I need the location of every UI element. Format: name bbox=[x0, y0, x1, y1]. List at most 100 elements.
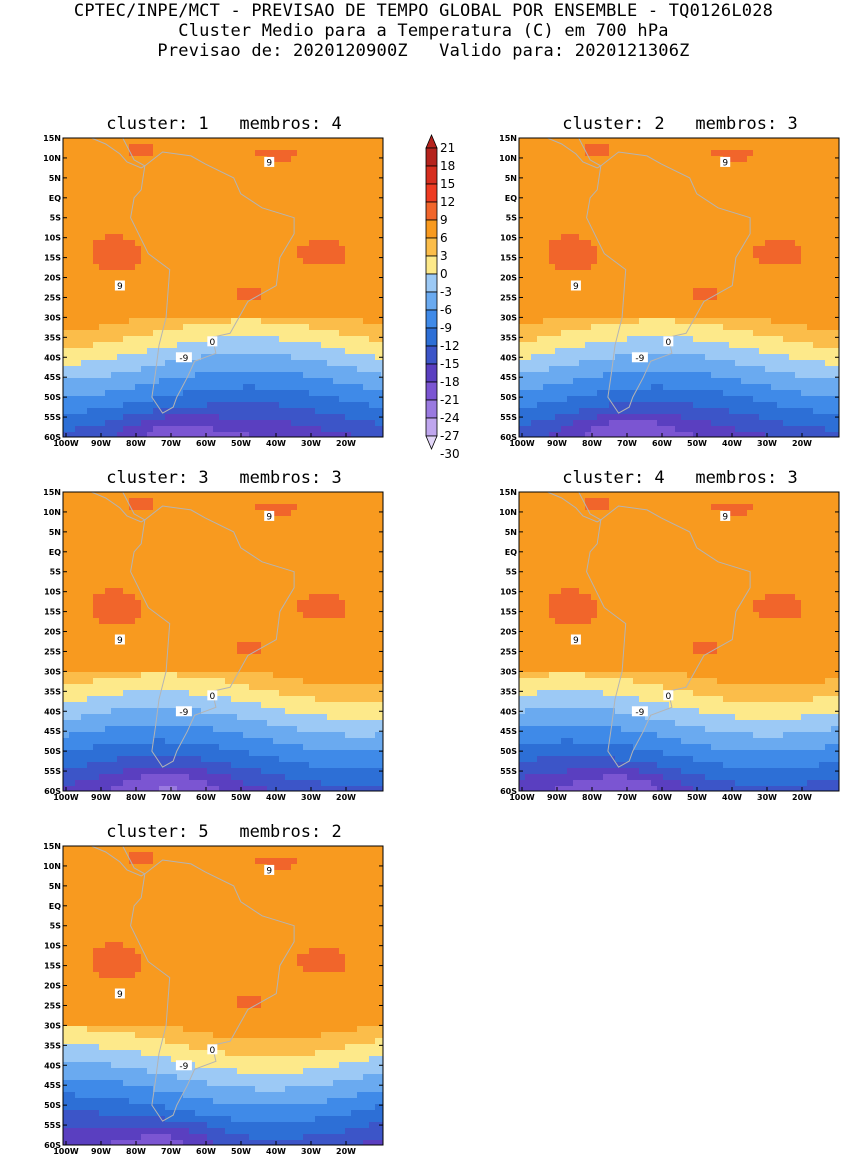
contour-label: 0 bbox=[209, 338, 215, 348]
x-tick-label: 30W bbox=[301, 1147, 321, 1156]
x-tick-label: 100W bbox=[509, 793, 535, 802]
x-tick-label: 70W bbox=[161, 1147, 181, 1156]
colorbar-bin bbox=[425, 237, 438, 257]
colorbar-bottom-arrow bbox=[425, 435, 438, 451]
colorbar-bin bbox=[425, 165, 438, 185]
y-tick-label: 25S bbox=[44, 647, 61, 656]
y-tick-label: 10N bbox=[43, 154, 61, 163]
map-panel-4: 9 9 0 -9 15N 10N 5N EQ 5S 10S 15S 20S 25S 30S 35S 40S 45… bbox=[499, 488, 840, 802]
y-tick-label: 40S bbox=[500, 353, 517, 362]
y-tick-label: 60S bbox=[500, 787, 517, 796]
y-tick-label: 45S bbox=[44, 727, 61, 736]
x-tick-label: 30W bbox=[301, 439, 321, 448]
x-tick-label: 70W bbox=[161, 439, 181, 448]
y-tick-label: 20S bbox=[44, 982, 61, 991]
colorbar-label: -18 bbox=[440, 375, 460, 389]
colorbar-label: 12 bbox=[440, 195, 455, 209]
y-tick-label: 10S bbox=[500, 588, 517, 597]
y-tick-label: 25S bbox=[500, 647, 517, 656]
y-tick-label: 15S bbox=[500, 608, 517, 617]
colorbar-bin bbox=[425, 219, 438, 239]
colorbar-label: -12 bbox=[440, 339, 460, 353]
x-tick-label: 100W bbox=[509, 439, 535, 448]
y-tick-label: 55S bbox=[44, 413, 61, 422]
colorbar-label: 0 bbox=[440, 267, 448, 281]
colorbar-bin bbox=[425, 363, 438, 383]
colorbar-label: 6 bbox=[440, 231, 448, 245]
colorbar-bin bbox=[425, 183, 438, 203]
colorbar-label: -24 bbox=[440, 411, 460, 425]
y-tick-label: 35S bbox=[44, 333, 61, 342]
central-america-outline bbox=[89, 138, 146, 169]
x-tick-label: 50W bbox=[687, 793, 707, 802]
x-tick-label: 50W bbox=[687, 439, 707, 448]
y-tick-label: 15N bbox=[43, 134, 61, 143]
map-panel-3: 9 9 0 -9 15N 10N 5N EQ 5S 10S 15S 20S 25S 30S 35S 40S 45… bbox=[43, 488, 384, 802]
map-panel-5: 9 9 0 -9 15N 10N 5N EQ 5S 10S 15S 20S 25S 30S 35S 40S 45… bbox=[43, 842, 384, 1156]
y-tick-label: 50S bbox=[44, 393, 61, 402]
colorbar: 21 18 15 12 9 6 3 0 -3 -6 -9 -12 -15 -18 -21 -24 -27 -30 bbox=[425, 133, 460, 461]
colorbar-top-arrow bbox=[425, 133, 438, 149]
colorbar-label: 9 bbox=[440, 213, 448, 227]
x-tick-label: 40W bbox=[266, 793, 286, 802]
x-tick-label: 80W bbox=[126, 1147, 146, 1156]
colorbar-bin bbox=[425, 381, 438, 401]
colorbar-label: -21 bbox=[440, 393, 460, 407]
south-america-outline bbox=[586, 505, 751, 768]
panel-frame bbox=[62, 845, 384, 1146]
y-tick-label: 5N bbox=[49, 882, 61, 891]
panel-5-title: cluster: 5 membros: 2 bbox=[106, 822, 342, 842]
colorbar-label: -3 bbox=[440, 285, 452, 299]
x-tick-label: 90W bbox=[547, 793, 567, 802]
y-tick-label: 60S bbox=[44, 1141, 61, 1150]
x-tick-label: 30W bbox=[757, 793, 777, 802]
x-tick-label: 20W bbox=[336, 439, 356, 448]
x-tick-label: 80W bbox=[582, 439, 602, 448]
x-tick-label: 50W bbox=[231, 439, 251, 448]
y-tick-label: 5N bbox=[505, 528, 517, 537]
y-tick-label: 10N bbox=[43, 862, 61, 871]
x-tick-label: 60W bbox=[652, 439, 672, 448]
temperature-field bbox=[519, 492, 839, 791]
contour-label: 9 bbox=[266, 512, 272, 522]
contour-label: 9 bbox=[722, 512, 728, 522]
header-line-1: CPTEC/INPE/MCT - PREVISAO DE TEMPO GLOBA… bbox=[73, 1, 774, 21]
y-tick-label: 60S bbox=[44, 787, 61, 796]
y-tick-label: 5S bbox=[506, 214, 518, 223]
x-tick-label: 50W bbox=[231, 793, 251, 802]
map-panel-2: 9 9 0 -9 15N 10N 5N EQ 5S 10S 15S 20S 25S 30S 35S 40S 45… bbox=[499, 134, 840, 448]
y-tick-label: 55S bbox=[44, 1121, 61, 1130]
south-america-outline bbox=[130, 151, 295, 414]
y-tick-label: 30S bbox=[44, 667, 61, 676]
y-tick-label: 30S bbox=[500, 667, 517, 676]
y-tick-label: 25S bbox=[500, 293, 517, 302]
y-tick-label: 15N bbox=[499, 488, 517, 497]
y-tick-label: 50S bbox=[500, 747, 517, 756]
x-tick-label: 90W bbox=[91, 1147, 111, 1156]
contour-label: 9 bbox=[266, 158, 272, 168]
x-tick-label: 20W bbox=[336, 793, 356, 802]
contour-label: -9 bbox=[179, 1062, 188, 1072]
x-tick-label: 40W bbox=[266, 1147, 286, 1156]
x-tick-label: 40W bbox=[266, 439, 286, 448]
y-tick-label: 10S bbox=[44, 942, 61, 951]
y-tick-label: 35S bbox=[44, 687, 61, 696]
x-tick-label: 100W bbox=[53, 1147, 79, 1156]
y-tick-label: 35S bbox=[44, 1041, 61, 1050]
central-america-outline bbox=[545, 492, 602, 523]
y-tick-label: 5N bbox=[49, 174, 61, 183]
y-tick-label: 15S bbox=[44, 608, 61, 617]
y-tick-label: 10S bbox=[44, 234, 61, 243]
y-tick-label: 5N bbox=[505, 174, 517, 183]
y-tick-label: 45S bbox=[500, 727, 517, 736]
y-tick-label: 50S bbox=[500, 393, 517, 402]
y-tick-label: 25S bbox=[44, 293, 61, 302]
south-america-outline bbox=[586, 151, 751, 414]
x-tick-label: 40W bbox=[722, 793, 742, 802]
y-tick-label: 60S bbox=[500, 433, 517, 442]
colorbar-label: 3 bbox=[440, 249, 448, 263]
contour-label: 9 bbox=[573, 282, 579, 292]
contour-label: 9 bbox=[117, 282, 123, 292]
x-tick-label: 60W bbox=[196, 1147, 216, 1156]
contour-label: -9 bbox=[179, 708, 188, 718]
